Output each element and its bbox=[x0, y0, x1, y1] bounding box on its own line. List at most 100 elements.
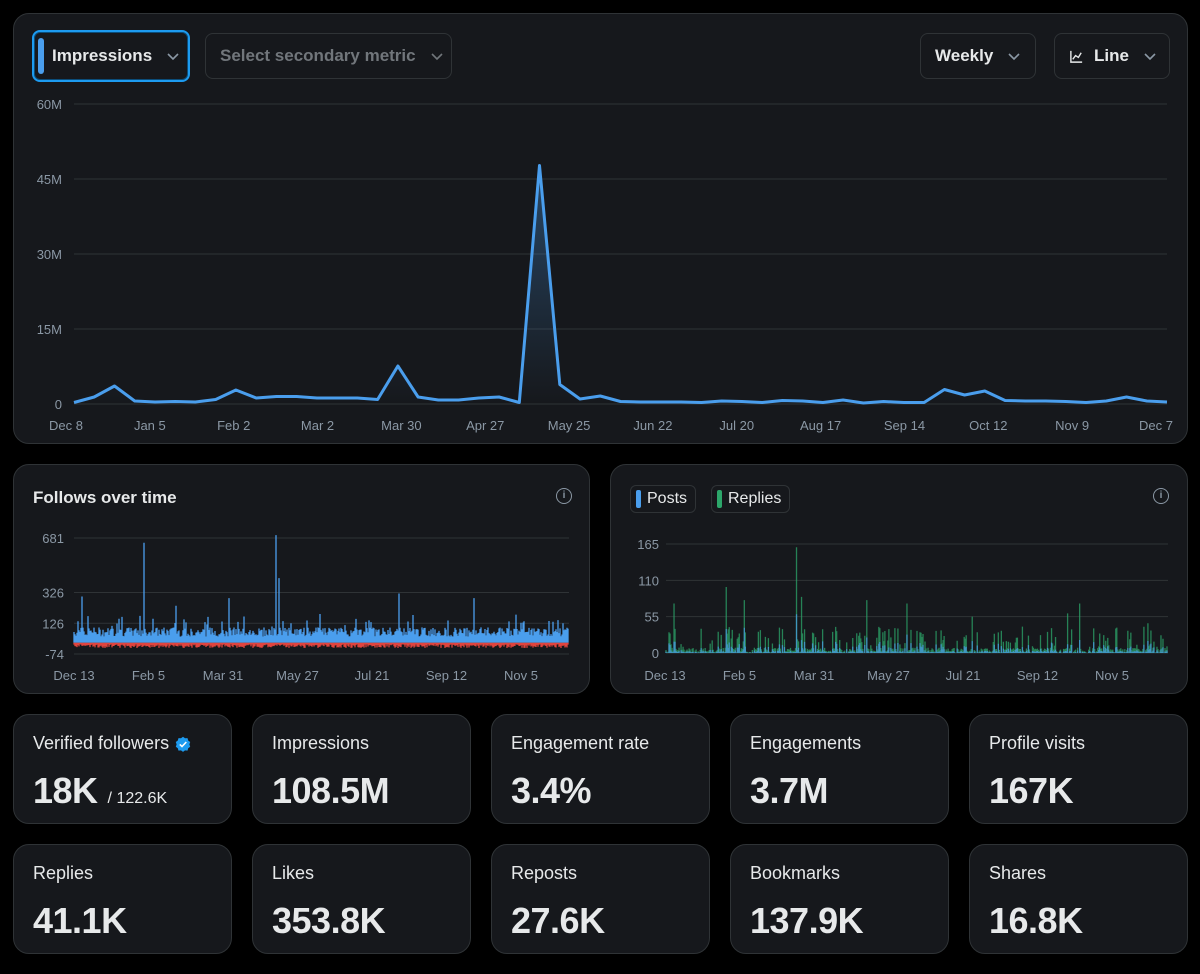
stat-value: 16.8K bbox=[989, 900, 1083, 941]
interval-select[interactable]: Weekly bbox=[920, 33, 1036, 79]
x-tick-label: May 27 bbox=[276, 668, 319, 683]
chevron-down-icon bbox=[167, 53, 179, 61]
stat-label: Bookmarks bbox=[750, 863, 841, 883]
stat-subvalue: / 122.6K bbox=[107, 790, 168, 807]
x-tick-label: Mar 2 bbox=[301, 418, 334, 433]
stat-value: 353.8K bbox=[272, 900, 386, 941]
stat-value: 108.5M bbox=[272, 770, 390, 811]
y-tick-label: 30M bbox=[37, 247, 62, 262]
posts-replies-chart-card: Posts Replies i 0 55 110 165 Dec 13 Feb 5 Mar … bbox=[610, 464, 1188, 694]
stat-value: 3.4% bbox=[511, 770, 592, 811]
impressions-chart-card: Impressions Select secondary metric Week… bbox=[13, 13, 1188, 444]
legend-posts[interactable]: Posts bbox=[630, 485, 697, 513]
x-tick-label: Jul 20 bbox=[719, 418, 754, 433]
follows-title: Follows over time bbox=[33, 488, 177, 507]
y-tick-label: 126 bbox=[42, 616, 64, 631]
x-tick-label: Feb 5 bbox=[723, 668, 756, 683]
x-tick-label: Nov 5 bbox=[504, 668, 538, 683]
chart-type-select[interactable]: Line bbox=[1054, 33, 1170, 79]
stat-card-shares[interactable]: Shares 16.8K bbox=[969, 844, 1188, 954]
y-tick-label: 55 bbox=[645, 610, 659, 625]
replies-swatch bbox=[717, 490, 722, 508]
stat-value: 137.9K bbox=[750, 900, 864, 941]
y-tick-label: 165 bbox=[637, 537, 659, 552]
x-tick-label: Oct 12 bbox=[969, 418, 1007, 433]
stat-value: 27.6K bbox=[511, 900, 605, 941]
y-tick-label: 60M bbox=[37, 97, 62, 112]
info-icon[interactable]: i bbox=[556, 488, 572, 504]
verified-badge-icon bbox=[175, 736, 191, 752]
x-tick-label: Dec 13 bbox=[53, 668, 94, 683]
stat-label: Replies bbox=[33, 863, 94, 883]
line-chart-icon bbox=[1070, 50, 1083, 63]
info-icon[interactable]: i bbox=[1153, 488, 1169, 504]
impressions-line[interactable] bbox=[73, 164, 1168, 405]
stat-value: 18K/ 122.6K bbox=[33, 770, 168, 811]
stat-card-reposts[interactable]: Reposts 27.6K bbox=[491, 844, 710, 954]
x-tick-label: May 27 bbox=[867, 668, 910, 683]
x-tick-label: Jul 21 bbox=[946, 668, 981, 683]
x-tick-label: Aug 17 bbox=[800, 418, 841, 433]
x-tick-label: Mar 30 bbox=[381, 418, 421, 433]
y-tick-label: 110 bbox=[638, 573, 659, 588]
follows-chart-card: Follows over time i -74 126 326 681 Dec 13 Fe… bbox=[13, 464, 590, 694]
y-tick-label: 0 bbox=[652, 646, 659, 661]
x-tick-label: Jan 5 bbox=[134, 418, 166, 433]
x-tick-label: Nov 5 bbox=[1095, 668, 1129, 683]
secondary-metric-select[interactable]: Select secondary metric bbox=[205, 33, 452, 79]
legend-posts-label: Posts bbox=[647, 490, 688, 507]
stat-label: Verified followers bbox=[33, 733, 191, 754]
secondary-metric-placeholder: Select secondary metric bbox=[220, 46, 416, 65]
unfollows-bars bbox=[73, 642, 569, 648]
primary-metric-label: Impressions bbox=[52, 46, 153, 65]
posts-swatch bbox=[636, 490, 641, 508]
y-tick-label: -74 bbox=[45, 647, 64, 662]
stat-value: 167K bbox=[989, 770, 1074, 811]
y-tick-label: 0 bbox=[55, 397, 62, 412]
y-tick-label: 326 bbox=[42, 586, 64, 601]
stat-card-likes[interactable]: Likes 353.8K bbox=[252, 844, 471, 954]
x-tick-label: Mar 31 bbox=[794, 668, 834, 683]
x-tick-label: Apr 27 bbox=[466, 418, 504, 433]
chart-type-label: Line bbox=[1094, 46, 1129, 65]
x-tick-label: Feb 2 bbox=[217, 418, 250, 433]
stat-value: 41.1K bbox=[33, 900, 127, 941]
stat-label: Profile visits bbox=[989, 733, 1086, 753]
stat-label: Likes bbox=[272, 863, 315, 883]
x-tick-label: Mar 31 bbox=[203, 668, 243, 683]
stat-card-engagements[interactable]: Engagements 3.7M bbox=[730, 714, 949, 824]
stat-card-replies[interactable]: Replies 41.1K bbox=[13, 844, 232, 954]
follows-bars[interactable] bbox=[73, 535, 569, 643]
primary-metric-swatch bbox=[38, 38, 44, 74]
posts-replies-bar-chart: 0 55 110 165 Dec 13 Feb 5 Mar 31 May 27 Jul 21 Se… bbox=[637, 537, 1168, 683]
stat-card-impressions[interactable]: Impressions 108.5M bbox=[252, 714, 471, 824]
stat-label: Impressions bbox=[272, 733, 370, 753]
primary-metric-select[interactable]: Impressions bbox=[32, 30, 190, 82]
legend-replies-label: Replies bbox=[728, 490, 782, 507]
y-tick-label: 681 bbox=[42, 531, 64, 546]
stat-label: Shares bbox=[989, 863, 1047, 883]
posts-bars[interactable] bbox=[665, 614, 1168, 653]
x-tick-label: Sep 12 bbox=[426, 668, 467, 683]
stat-card-engagement-rate[interactable]: Engagement rate 3.4% bbox=[491, 714, 710, 824]
x-tick-label: Dec 7 bbox=[1139, 418, 1173, 433]
replies-bars[interactable] bbox=[665, 547, 1168, 653]
stat-card-bookmarks[interactable]: Bookmarks 137.9K bbox=[730, 844, 949, 954]
x-tick-label: Feb 5 bbox=[132, 668, 165, 683]
x-tick-label: Sep 14 bbox=[884, 418, 925, 433]
follows-bar-chart: -74 126 326 681 Dec 13 Feb 5 Mar 31 May 27 Jul 2… bbox=[42, 531, 569, 683]
stat-card-profile-visits[interactable]: Profile visits 167K bbox=[969, 714, 1188, 824]
legend-replies[interactable]: Replies bbox=[711, 485, 791, 513]
chevron-down-icon bbox=[431, 53, 443, 61]
x-tick-label: Jul 21 bbox=[355, 668, 390, 683]
x-tick-label: Dec 13 bbox=[644, 668, 685, 683]
x-tick-label: Dec 8 bbox=[49, 418, 83, 433]
impressions-area bbox=[74, 165, 1167, 404]
x-tick-label: Sep 12 bbox=[1017, 668, 1058, 683]
chevron-down-icon bbox=[1008, 53, 1020, 61]
stat-label: Engagements bbox=[750, 733, 862, 753]
stat-label: Reposts bbox=[511, 863, 578, 883]
stat-card-verified-followers[interactable]: Verified followers 18K/ 122.6K bbox=[13, 714, 232, 824]
x-tick-label: Jun 22 bbox=[633, 418, 672, 433]
y-tick-label: 45M bbox=[37, 172, 62, 187]
